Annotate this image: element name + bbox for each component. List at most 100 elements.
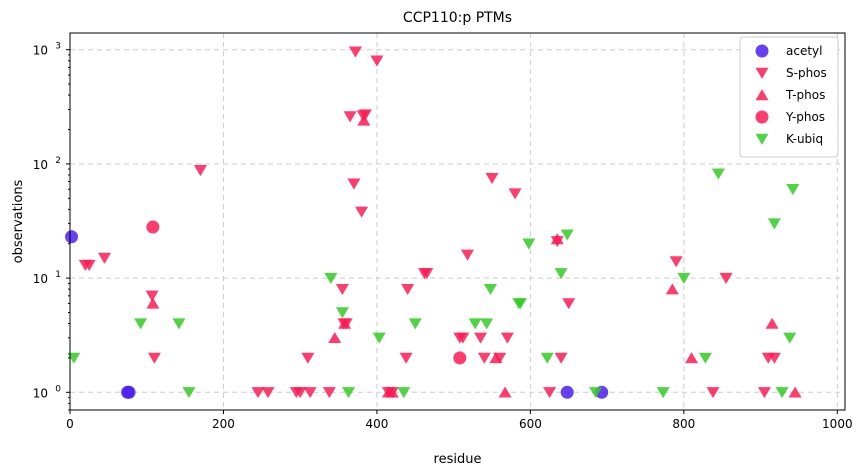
data-point — [293, 387, 307, 399]
data-point — [146, 297, 160, 309]
legend-label: S-phos — [786, 66, 827, 80]
data-point — [757, 387, 771, 399]
data-point — [788, 386, 802, 398]
legend-box — [739, 36, 839, 158]
data-point — [343, 111, 357, 123]
y-tick-label: 10 — [33, 386, 48, 400]
x-tick-label: 200 — [212, 417, 235, 431]
legend-marker — [755, 44, 769, 58]
data-point — [474, 332, 488, 344]
x-tick-label: 0 — [66, 417, 74, 431]
data-point — [477, 352, 491, 364]
legend-marker — [755, 67, 769, 79]
data-point — [550, 233, 564, 245]
legend-marker — [755, 110, 769, 124]
data-point — [348, 46, 362, 58]
data-point — [767, 218, 781, 230]
data-point — [251, 387, 265, 399]
data-point — [82, 259, 96, 271]
data-point — [303, 387, 317, 399]
data-points — [65, 46, 802, 399]
data-point — [385, 386, 399, 398]
x-tick-label: 600 — [519, 417, 542, 431]
data-point — [706, 387, 720, 399]
y-tick-exponent: 0 — [55, 384, 61, 394]
data-point — [543, 387, 557, 399]
series-k-ubiq — [67, 168, 800, 399]
data-point — [498, 386, 512, 398]
data-point — [765, 317, 779, 329]
data-point — [146, 220, 160, 234]
y-axis-label: observations — [11, 179, 26, 263]
data-point — [656, 387, 670, 399]
data-point — [322, 387, 336, 399]
data-point — [540, 352, 554, 364]
data-point — [338, 317, 352, 329]
data-point — [508, 188, 522, 200]
data-point — [554, 268, 568, 280]
data-point — [301, 352, 315, 364]
data-point — [468, 318, 482, 330]
data-point — [261, 387, 275, 399]
data-point — [489, 352, 503, 364]
plot-frame — [69, 32, 846, 411]
y-tick-label: 10 — [33, 158, 48, 172]
y-tick-label: 10 — [33, 272, 48, 286]
data-point — [355, 206, 369, 218]
data-point — [324, 272, 338, 284]
data-point — [372, 332, 386, 344]
data-point — [182, 387, 196, 399]
data-point — [513, 298, 527, 310]
y-tick-exponent: 1 — [55, 270, 61, 280]
y-tick-label: 10 — [33, 44, 48, 58]
legend-label: acetyl — [786, 44, 822, 58]
legend-label: K-ubiq — [786, 132, 823, 146]
data-point — [357, 114, 371, 126]
data-point — [562, 298, 576, 310]
data-point — [328, 331, 342, 344]
y-tick-exponent: 2 — [55, 156, 61, 166]
data-point — [193, 165, 207, 177]
data-point — [698, 352, 712, 364]
data-point — [65, 230, 79, 244]
data-point — [342, 387, 356, 399]
data-point — [560, 229, 574, 241]
data-point — [775, 387, 789, 399]
data-point — [500, 332, 514, 344]
data-point — [358, 109, 372, 121]
data-point — [347, 178, 361, 190]
data-point — [145, 290, 159, 302]
series-t-phos — [146, 114, 802, 398]
x-tick-label: 1000 — [822, 417, 853, 431]
y-tick-exponent: 3 — [55, 42, 61, 52]
data-point — [453, 351, 467, 365]
grid — [69, 33, 845, 410]
data-point — [669, 256, 683, 268]
series-y-phos — [146, 220, 467, 365]
data-point — [483, 283, 497, 296]
data-point — [122, 385, 136, 399]
data-point — [783, 332, 797, 344]
data-point — [560, 385, 574, 399]
data-point — [67, 352, 81, 364]
x-tick-label: 800 — [672, 417, 695, 431]
data-point — [685, 352, 699, 364]
legend-marker — [755, 133, 769, 145]
data-point — [399, 352, 413, 364]
data-point — [480, 318, 494, 330]
legend: acetyl S-phos T-phos Y-phos K-ubiq — [739, 36, 839, 158]
x-tick-label: 400 — [365, 417, 388, 431]
x-axis-label: residue — [434, 452, 482, 467]
legend-label: Y-phos — [785, 110, 825, 124]
data-point — [719, 272, 733, 284]
data-point — [335, 283, 349, 296]
data-point — [460, 249, 474, 261]
data-point — [98, 252, 112, 264]
data-point — [677, 272, 691, 284]
data-point — [134, 318, 148, 330]
data-point — [767, 352, 781, 364]
data-point — [147, 352, 161, 364]
data-point — [420, 268, 434, 280]
